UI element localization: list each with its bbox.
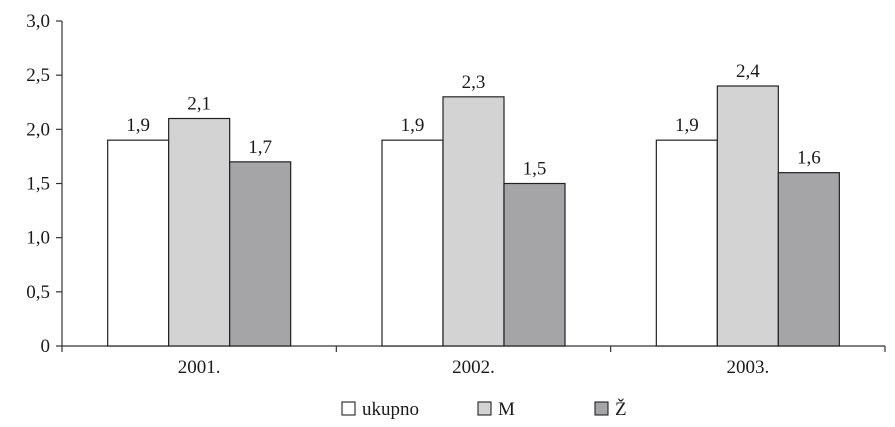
legend-swatch <box>477 401 492 416</box>
data-label: 2,3 <box>462 72 486 93</box>
bar-m <box>716 85 779 347</box>
bar-ukupno <box>107 139 170 347</box>
data-label: 2,1 <box>187 94 211 115</box>
bar-m <box>168 117 231 347</box>
data-label: 1,5 <box>523 159 547 180</box>
data-label: 1,9 <box>401 115 425 136</box>
y-tick-label: 0,5 <box>26 282 50 303</box>
bar-m <box>442 96 505 347</box>
data-labels: 1,9 2,1 1,7 1,9 2,3 1,5 1,9 2,4 1,6 <box>126 61 820 180</box>
legend-label: ukupno <box>362 399 419 420</box>
bar-ukupno <box>381 139 444 347</box>
data-label: 1,9 <box>126 115 150 136</box>
y-tick-label: 2,5 <box>26 65 50 86</box>
bars <box>107 85 840 347</box>
x-category-label: 2001. <box>178 357 221 378</box>
x-axis: 2001. 2002. 2003. <box>61 345 886 378</box>
data-label: 1,9 <box>675 115 699 136</box>
bar-z <box>777 172 840 347</box>
y-tick-label: 3,0 <box>26 11 50 32</box>
legend-label: Ž <box>615 398 627 420</box>
data-label: 1,6 <box>797 148 821 169</box>
legend: ukupno M Ž <box>341 398 627 420</box>
x-category-label: 2002. <box>452 357 495 378</box>
x-category-label: 2003. <box>726 357 769 378</box>
bar-ukupno <box>655 139 718 347</box>
legend-swatch <box>341 401 356 416</box>
bar-z <box>503 182 566 347</box>
data-label: 1,7 <box>248 137 272 158</box>
y-axis: 0 0,5 1,0 1,5 2,0 2,5 3,0 <box>26 11 63 357</box>
y-tick-label: 1,5 <box>26 174 50 195</box>
bar-z <box>229 161 292 347</box>
y-tick-label: 0 <box>41 336 51 357</box>
y-tick-label: 1,0 <box>26 228 50 249</box>
data-label: 2,4 <box>736 61 760 82</box>
legend-label: M <box>498 399 515 420</box>
legend-swatch <box>594 401 609 416</box>
y-tick-label: 2,0 <box>26 119 50 140</box>
